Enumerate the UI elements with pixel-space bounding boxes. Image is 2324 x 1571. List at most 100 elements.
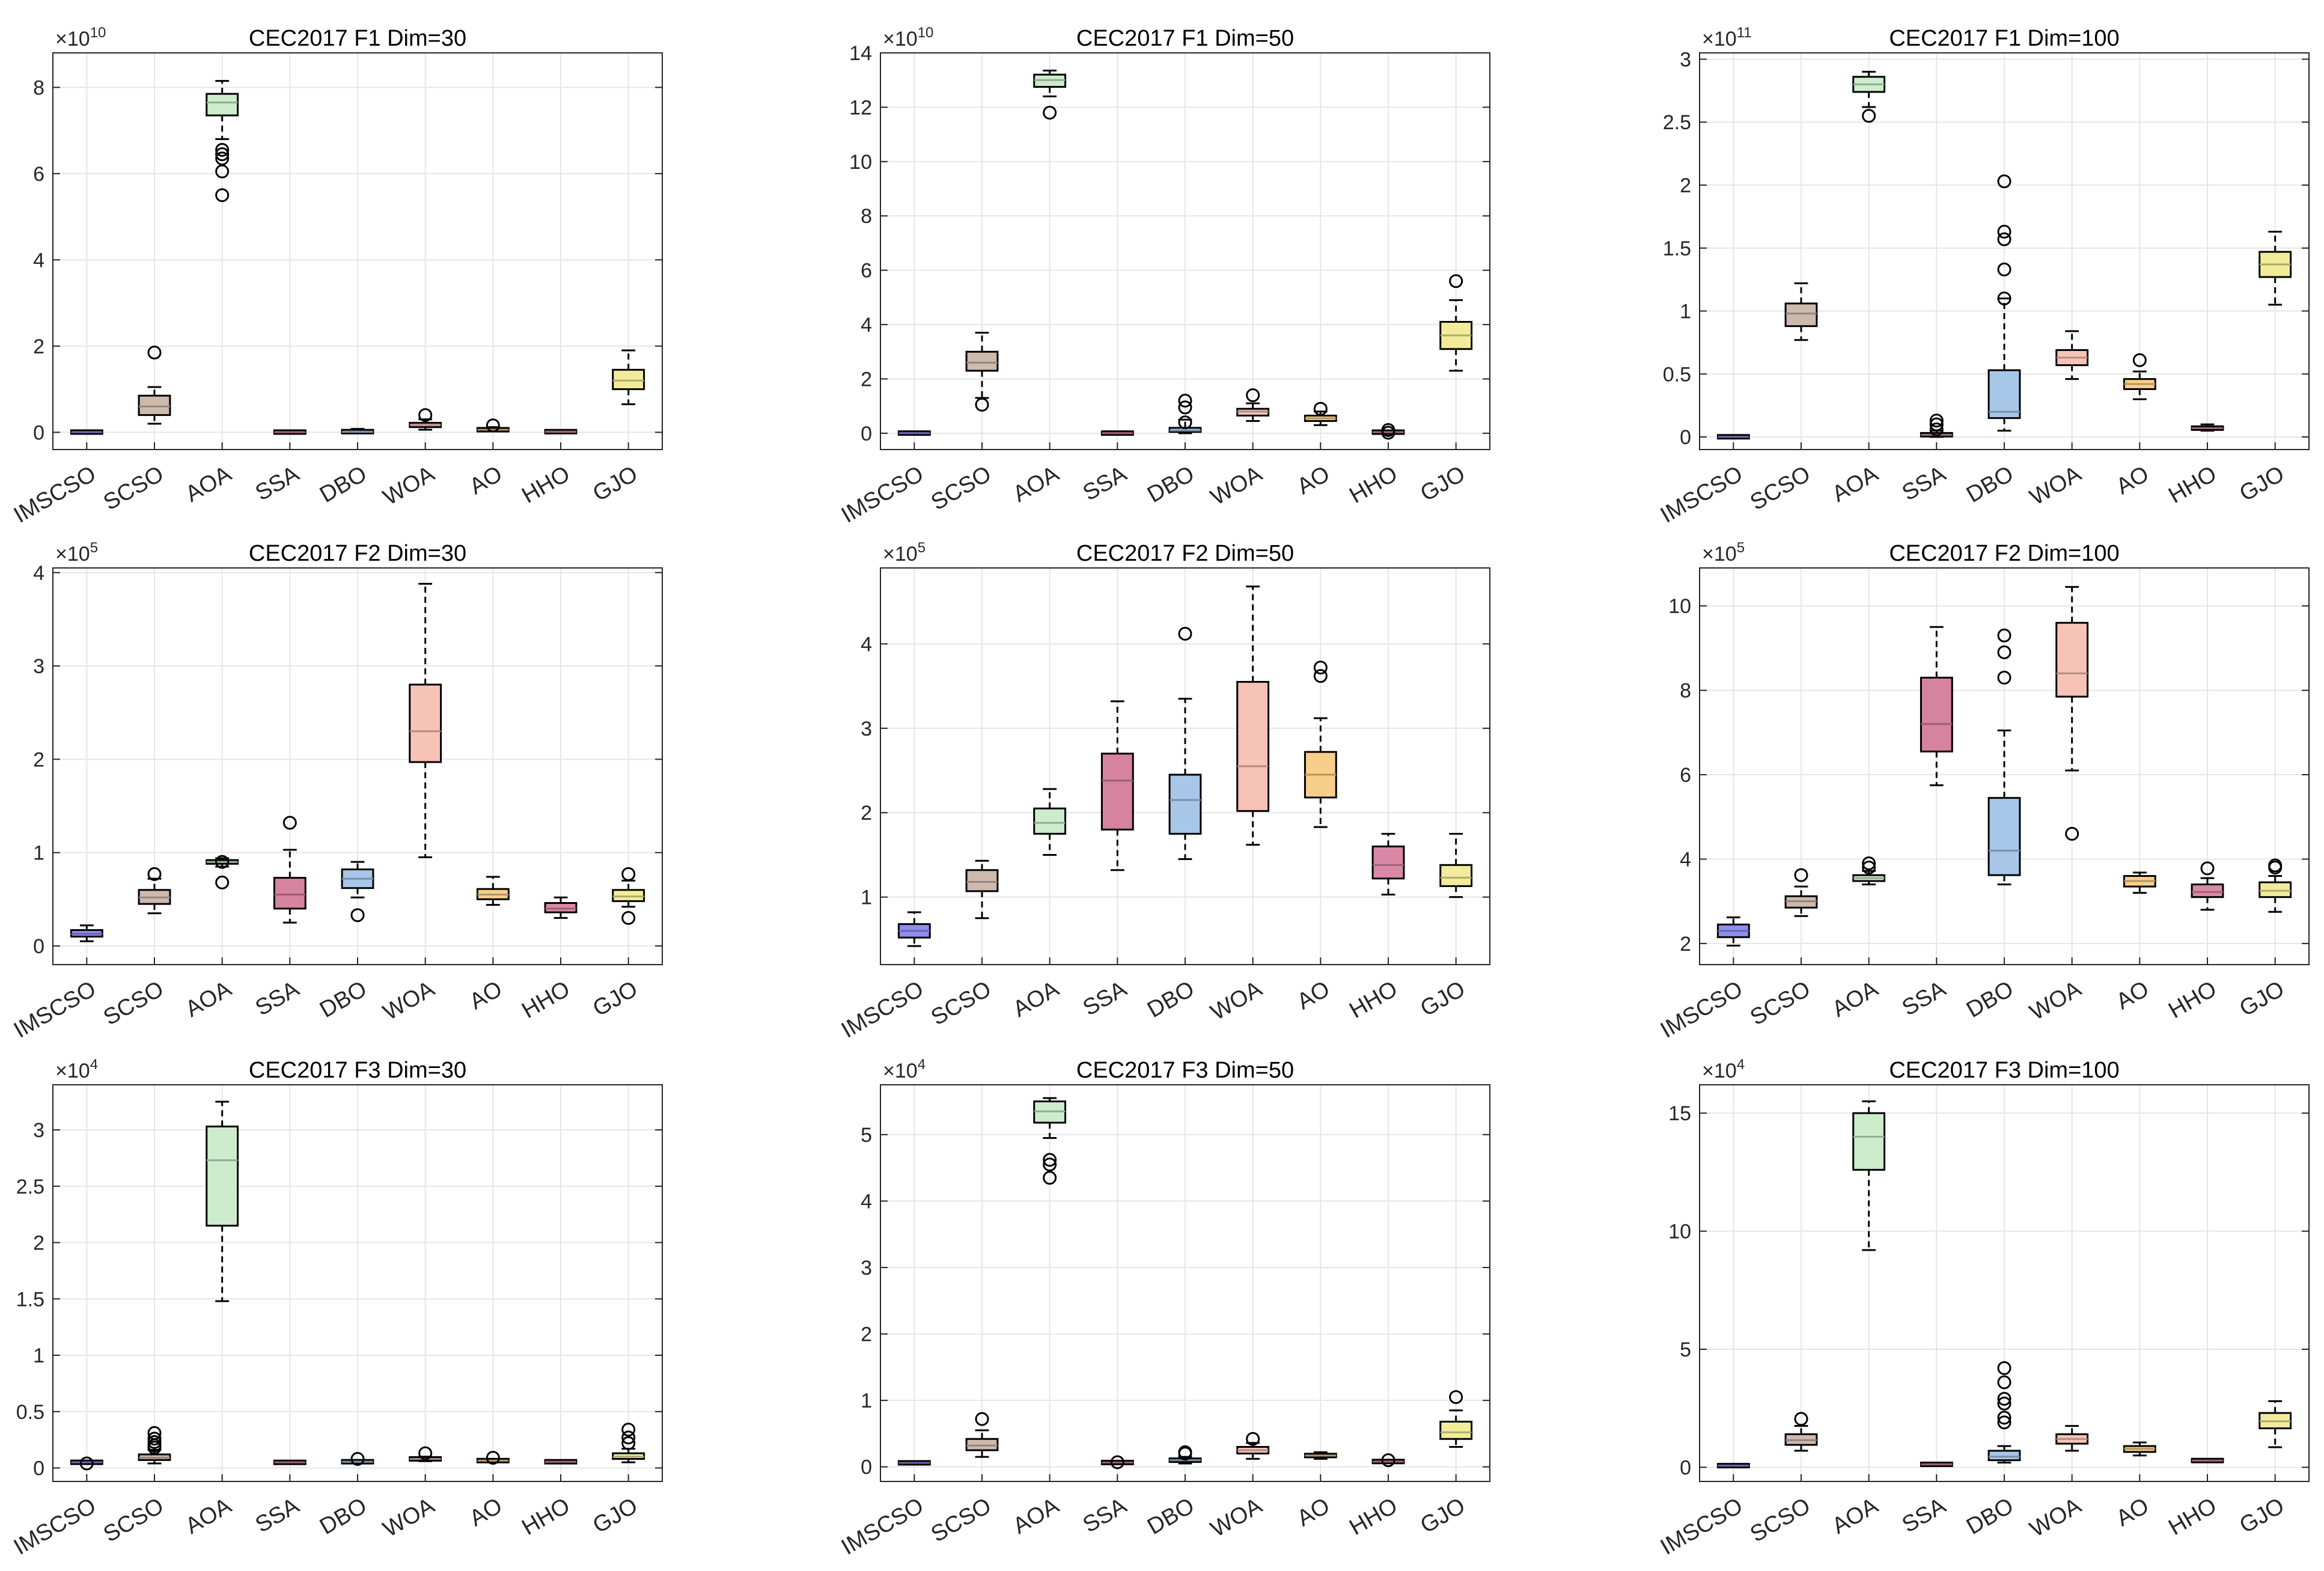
outlier-point bbox=[1997, 1415, 2011, 1430]
box-gjo bbox=[2258, 1400, 2292, 1448]
outlier-point bbox=[1178, 400, 1192, 415]
y-tick-label: 4 bbox=[1680, 848, 1691, 871]
x-tick-label: AOA bbox=[1828, 976, 1883, 1022]
x-tick-label: WOA bbox=[379, 976, 439, 1025]
x-tick-label: AOA bbox=[181, 976, 236, 1022]
box-scso bbox=[1784, 868, 1818, 917]
exponent-base: ×10 bbox=[55, 28, 90, 50]
exponent-base: ×10 bbox=[1702, 1060, 1737, 1082]
outlier-point bbox=[2065, 826, 2079, 841]
y-tick-label: 6 bbox=[861, 260, 872, 282]
y-tick-label: 0 bbox=[33, 1457, 44, 1480]
outlier-point bbox=[1997, 1375, 2011, 1389]
x-tick-label: IMSCSO bbox=[10, 461, 100, 528]
outlier-point bbox=[1997, 1411, 2011, 1425]
outlier-point bbox=[1794, 868, 1808, 882]
box-ssa bbox=[273, 1459, 307, 1465]
box-woa bbox=[409, 1446, 442, 1462]
box-aoa bbox=[206, 80, 239, 203]
x-tick-label: SSA bbox=[1079, 461, 1131, 506]
box-ao bbox=[2123, 353, 2156, 400]
outlier-point bbox=[2268, 858, 2283, 873]
outlier-point bbox=[621, 1436, 636, 1450]
subplot-title: CEC2017 F3 Dim=100 bbox=[1889, 1058, 2119, 1083]
box-imscso bbox=[70, 924, 103, 942]
subplot-title: CEC2017 F1 Dim=50 bbox=[1076, 26, 1294, 51]
box-ao bbox=[476, 876, 510, 906]
box-body bbox=[1371, 845, 1405, 880]
outlier-point bbox=[1997, 645, 2011, 659]
box-body bbox=[1987, 1450, 2021, 1462]
outlier-point bbox=[1862, 856, 1876, 870]
x-tick-label: SSA bbox=[1898, 461, 1950, 506]
box-imscso bbox=[1716, 1463, 1750, 1469]
exponent-power: 4 bbox=[918, 1057, 926, 1073]
x-tick-label: AO bbox=[1293, 461, 1334, 499]
outlier-point bbox=[215, 147, 230, 162]
exponent-power: 10 bbox=[918, 25, 934, 41]
y-tick-label: 4 bbox=[861, 633, 872, 656]
outlier-point bbox=[1862, 861, 1876, 875]
x-tick-label: IMSCSO bbox=[10, 1493, 100, 1560]
box-hho bbox=[544, 1459, 578, 1465]
y-tick-label: 14 bbox=[849, 42, 872, 65]
x-tick-label: AO bbox=[1293, 976, 1334, 1014]
box-ao bbox=[1304, 660, 1337, 828]
x-tick-label: HHO bbox=[517, 1493, 574, 1540]
x-tick-label: SSA bbox=[1079, 1493, 1131, 1538]
box-gjo bbox=[2258, 858, 2292, 913]
y-tick-label: 2 bbox=[33, 1232, 44, 1255]
x-tick-label: GJO bbox=[589, 461, 642, 506]
outlier-point bbox=[1794, 1412, 1808, 1426]
subplot-title: CEC2017 F3 Dim=50 bbox=[1076, 1058, 1294, 1083]
y-tick-label: 0.5 bbox=[1663, 363, 1691, 386]
box-ssa bbox=[1100, 700, 1134, 871]
outlier-point bbox=[1449, 1390, 1463, 1405]
x-tick-label: AOA bbox=[1009, 976, 1064, 1022]
outlier-point bbox=[486, 418, 500, 433]
x-tick-label: WOA bbox=[1207, 461, 1267, 510]
box-dbo bbox=[1168, 394, 1202, 435]
x-tick-label: AOA bbox=[1828, 1493, 1883, 1539]
box-aoa bbox=[1033, 69, 1067, 120]
outlier-point bbox=[1313, 660, 1328, 675]
x-tick-label: IMSCSO bbox=[1656, 976, 1747, 1043]
y-tick-label: 1 bbox=[861, 1389, 872, 1412]
box-ao bbox=[1304, 401, 1337, 426]
box-ao bbox=[1304, 1451, 1337, 1460]
box-gjo bbox=[2258, 231, 2292, 306]
x-tick-label: DBO bbox=[316, 461, 371, 508]
x-tick-label: DBO bbox=[1143, 976, 1198, 1023]
outlier-point bbox=[1997, 1396, 2011, 1411]
outlier-point bbox=[1929, 413, 1944, 428]
x-tick-label: GJO bbox=[2236, 1493, 2289, 1538]
outlier-point bbox=[1997, 232, 2011, 246]
x-tick-label: SSA bbox=[251, 976, 303, 1021]
box-hho bbox=[2191, 423, 2224, 432]
subplot-title: CEC2017 F1 Dim=100 bbox=[1889, 26, 2119, 51]
box-dbo bbox=[1168, 627, 1202, 860]
y-tick-label: 2.5 bbox=[16, 1176, 44, 1198]
y-tick-label: 2 bbox=[1680, 174, 1691, 197]
y-tick-label: 0 bbox=[33, 421, 44, 444]
box-body bbox=[1920, 677, 1953, 752]
box-gjo bbox=[612, 867, 645, 925]
x-tick-label: AO bbox=[465, 976, 507, 1014]
box-aoa bbox=[1852, 70, 1886, 123]
x-tick-label: IMSCSO bbox=[10, 976, 100, 1043]
outlier-point bbox=[1997, 1361, 2011, 1375]
subplot-title: CEC2017 F1 Dim=30 bbox=[249, 26, 466, 51]
y-tick-label: 10 bbox=[1668, 595, 1691, 618]
outlier-point bbox=[1313, 669, 1328, 683]
x-tick-label: WOA bbox=[379, 1493, 439, 1542]
outlier-point bbox=[2200, 861, 2215, 876]
box-gjo bbox=[1439, 274, 1473, 372]
outlier-point bbox=[350, 908, 365, 923]
box-woa bbox=[409, 408, 442, 431]
outlier-point bbox=[215, 164, 230, 178]
box-body bbox=[409, 683, 442, 763]
